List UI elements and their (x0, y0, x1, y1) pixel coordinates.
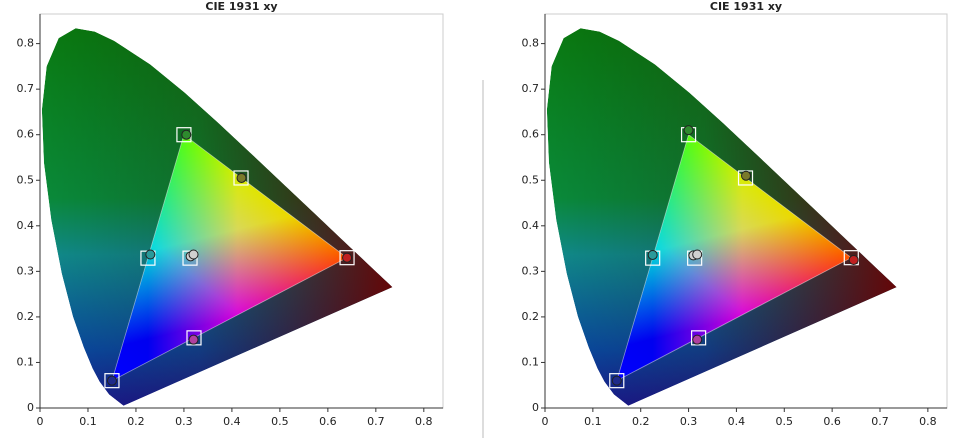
x-tick-label: 0.7 (367, 415, 385, 428)
x-tick-label: 0.6 (319, 415, 337, 428)
measured-point (741, 170, 751, 181)
measured-point (647, 249, 658, 260)
measured-point (848, 254, 859, 265)
y-tick-label: 0.6 (522, 128, 540, 141)
y-tick-label: 0.1 (522, 355, 540, 368)
target-square (233, 170, 249, 186)
measured-point (106, 375, 117, 386)
plot: CIE 1931 xy 0 0.1 0.2 0.3 0.4 0.5 0.6 0.7 0.8 0 0.1… (522, 0, 948, 428)
y-tick-label: 0.2 (17, 310, 35, 323)
x-tick-label: 0 (37, 415, 44, 428)
gamut-area (41, 28, 393, 406)
gamut-area (546, 28, 897, 406)
x-tick-label: 0.5 (271, 415, 289, 428)
triangle-channel (616, 134, 852, 381)
target-square (609, 373, 625, 389)
y-tick-label: 0.5 (17, 173, 35, 186)
measured-point (145, 249, 156, 260)
y-tick-label: 0.4 (522, 219, 540, 232)
y-tick-label: 0 (27, 401, 34, 414)
plot: CIE 1931 xy 0 0.1 0.2 0.3 0.4 0.5 0.6 0.7 0.8 0 0.1… (17, 0, 444, 428)
y-tick-label: 0.3 (522, 264, 540, 277)
gamut-triangle (616, 134, 852, 381)
y-tick-label: 0.7 (522, 82, 540, 95)
chart-title: CIE 1931 xy (710, 0, 782, 13)
x-tick-label: 0.4 (223, 415, 241, 428)
x-tick-label: 0.3 (175, 415, 193, 428)
target-square (104, 373, 120, 389)
measured-point (236, 172, 247, 183)
y-tick-label: 0.6 (17, 128, 35, 141)
y-tick-label: 0.3 (17, 264, 35, 277)
x-tick-label: 0 (542, 415, 549, 428)
measured-point (683, 125, 694, 136)
x-tick-label: 0.1 (79, 415, 97, 428)
measured-point (692, 249, 703, 260)
x-tick-label: 0.3 (680, 415, 698, 428)
target-square (186, 330, 202, 346)
measured-point (692, 334, 703, 345)
y-tick-label: 0.4 (17, 219, 35, 232)
triangle-channel (111, 134, 348, 381)
y-tick-label: 0.8 (522, 37, 540, 50)
measured-point (181, 129, 192, 140)
x-tick-label: 0.1 (584, 415, 602, 428)
y-tick-label: 0.5 (522, 173, 540, 186)
x-tick-label: 0.4 (728, 415, 746, 428)
target-square (339, 250, 355, 266)
measured-point (188, 334, 199, 345)
x-tick-label: 0.6 (823, 415, 841, 428)
x-tick-label: 0.2 (127, 415, 145, 428)
x-tick-label: 0.8 (415, 415, 433, 428)
chart-title: CIE 1931 xy (205, 0, 277, 13)
y-tick-label: 0.8 (17, 37, 35, 50)
measured-point (611, 375, 622, 386)
y-tick-label: 0.7 (17, 82, 35, 95)
target-square (691, 330, 707, 346)
measured-point (342, 252, 353, 263)
measured-point (188, 249, 199, 260)
gamut-triangle (111, 134, 348, 381)
x-tick-label: 0.7 (871, 415, 889, 428)
x-tick-label: 0.2 (632, 415, 650, 428)
y-tick-label: 0.1 (17, 355, 35, 368)
y-tick-label: 0.2 (522, 310, 540, 323)
target-square (843, 250, 859, 266)
x-tick-label: 0.5 (776, 415, 794, 428)
x-tick-label: 0.8 (919, 415, 937, 428)
y-tick-label: 0 (532, 401, 539, 414)
